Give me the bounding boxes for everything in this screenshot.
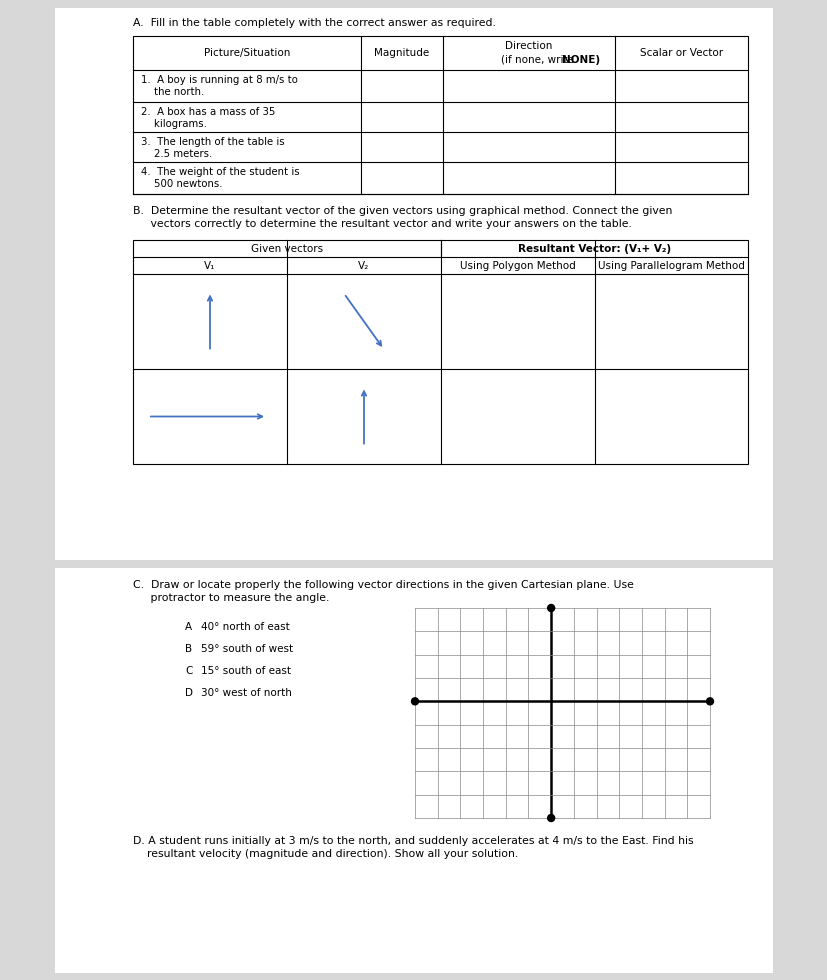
Text: B.  Determine the resultant vector of the given vectors using graphical method. : B. Determine the resultant vector of the… (133, 206, 672, 216)
Text: Using Polygon Method: Using Polygon Method (460, 261, 576, 270)
Circle shape (411, 698, 418, 705)
Bar (55, 8, 772, 560)
Bar (133, 240, 747, 464)
Text: Resultant Vector: (V₁+ V₂): Resultant Vector: (V₁+ V₂) (518, 243, 670, 254)
Text: Given vectors: Given vectors (251, 243, 323, 254)
Circle shape (547, 605, 554, 612)
Text: C.  Draw or locate properly the following vector directions in the given Cartesi: C. Draw or locate properly the following… (133, 580, 633, 590)
Circle shape (705, 698, 713, 705)
Text: 30° west of north: 30° west of north (201, 688, 292, 698)
Text: protractor to measure the angle.: protractor to measure the angle. (133, 593, 329, 603)
Text: resultant velocity (magnitude and direction). Show all your solution.: resultant velocity (magnitude and direct… (133, 849, 518, 859)
Text: 40° north of east: 40° north of east (201, 622, 289, 632)
Text: B: B (184, 644, 192, 654)
Text: 4.  The weight of the student is
    500 newtons.: 4. The weight of the student is 500 newt… (141, 167, 299, 188)
Bar (55, 568, 772, 973)
Text: V₁: V₁ (204, 261, 215, 270)
Text: Scalar or Vector: Scalar or Vector (639, 48, 722, 58)
Text: D: D (184, 688, 193, 698)
Text: 1.  A boy is running at 8 m/s to
    the north.: 1. A boy is running at 8 m/s to the nort… (141, 75, 298, 97)
Text: Magnitude: Magnitude (374, 48, 429, 58)
Text: Using Parallelogram Method: Using Parallelogram Method (597, 261, 744, 270)
Text: (if none, write: (if none, write (500, 55, 576, 65)
Text: 59° south of west: 59° south of west (201, 644, 293, 654)
Bar (133, 36, 747, 194)
Text: 2.  A box has a mass of 35
    kilograms.: 2. A box has a mass of 35 kilograms. (141, 107, 275, 128)
Text: V₂: V₂ (358, 261, 369, 270)
Text: 15° south of east: 15° south of east (201, 666, 290, 676)
Text: D. A student runs initially at 3 m/s to the north, and suddenly accelerates at 4: D. A student runs initially at 3 m/s to … (133, 836, 693, 846)
Text: Picture/Situation: Picture/Situation (203, 48, 289, 58)
Text: C: C (184, 666, 192, 676)
Circle shape (547, 814, 554, 821)
Text: vectors correctly to determine the resultant vector and write your answers on th: vectors correctly to determine the resul… (133, 219, 631, 229)
Text: A: A (184, 622, 192, 632)
Text: A.  Fill in the table completely with the correct answer as required.: A. Fill in the table completely with the… (133, 18, 495, 28)
Text: Direction: Direction (504, 41, 552, 51)
Text: NONE): NONE) (562, 55, 600, 65)
Text: 3.  The length of the table is
    2.5 meters.: 3. The length of the table is 2.5 meters… (141, 137, 284, 159)
